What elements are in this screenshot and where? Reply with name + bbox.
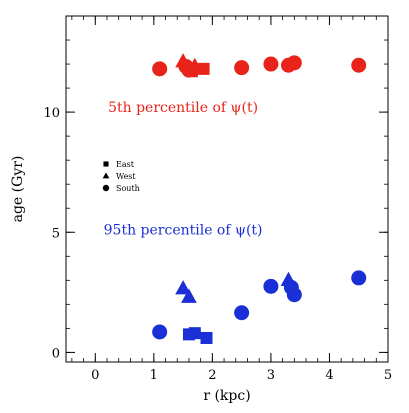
- y-tick-label: 10: [43, 106, 60, 121]
- data-point-circle: [263, 56, 279, 72]
- x-tick-label: 1: [150, 368, 158, 383]
- plot-frame: [65, 15, 389, 363]
- data-point-circle: [234, 60, 250, 76]
- annotation-label: 5th percentile of ψ(t): [108, 100, 258, 116]
- data-points: [152, 53, 367, 344]
- data-point-circle: [152, 324, 168, 340]
- x-tick-label: 4: [325, 368, 333, 383]
- annotations: 5th percentile of ψ(t) 95th percentile of…: [104, 100, 263, 239]
- data-point-circle: [286, 287, 302, 303]
- y-tick-label: 5: [52, 226, 60, 241]
- data-point-circle: [286, 55, 302, 71]
- data-point-square: [197, 62, 210, 75]
- legend-marker-square: [103, 161, 109, 167]
- data-point-square: [188, 327, 201, 340]
- data-point-circle: [351, 270, 367, 286]
- x-tick-label: 2: [208, 368, 216, 383]
- legend-label: East: [116, 160, 135, 169]
- axis-ticks: [66, 15, 389, 362]
- y-tick-label: 0: [52, 346, 60, 361]
- legend-marker-circle: [102, 184, 110, 192]
- tick-labels: 0 1 2 3 4 5 0 5 10: [43, 106, 392, 383]
- data-point-circle: [263, 278, 279, 294]
- x-tick-label: 5: [384, 368, 392, 383]
- x-axis-label: r (kpc): [203, 388, 250, 404]
- data-point-triangle: [175, 280, 191, 295]
- legend-label: West: [116, 172, 136, 181]
- y-axis-label: age (Gyr): [10, 156, 26, 223]
- data-point-circle: [351, 57, 367, 73]
- data-point-circle: [234, 305, 250, 321]
- legend: East West South: [102, 160, 140, 193]
- data-point-square: [200, 331, 213, 344]
- legend-marker-triangle: [102, 172, 110, 179]
- legend-label: South: [116, 184, 140, 193]
- data-point-triangle: [181, 288, 197, 303]
- x-tick-label: 0: [91, 368, 99, 383]
- data-point-circle: [152, 61, 168, 77]
- annotation-label: 95th percentile of ψ(t): [104, 223, 263, 239]
- x-tick-label: 3: [267, 368, 275, 383]
